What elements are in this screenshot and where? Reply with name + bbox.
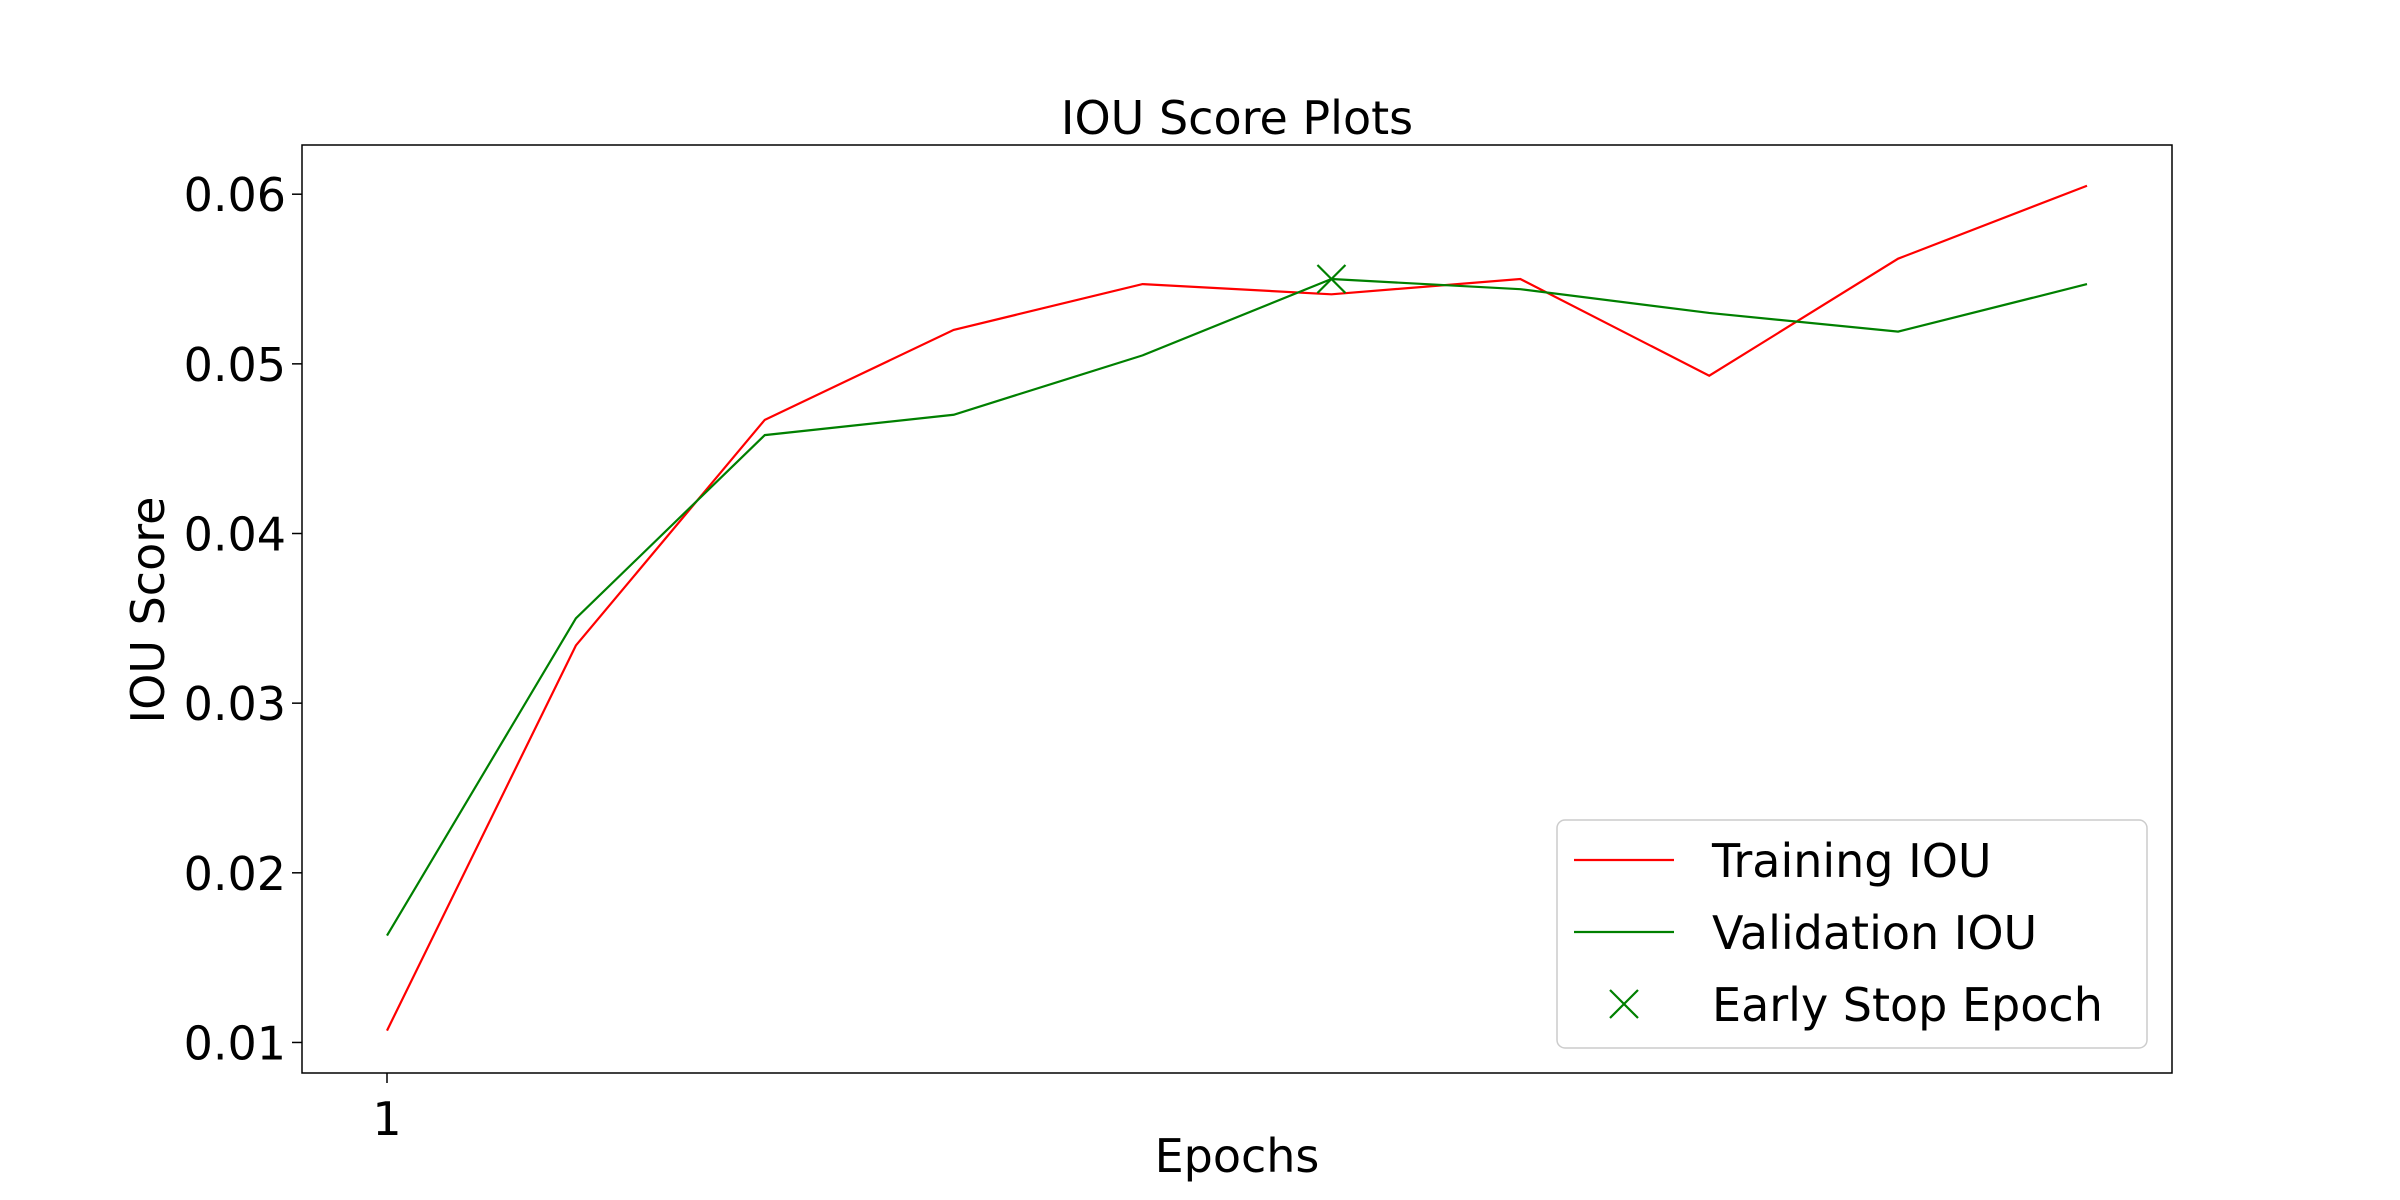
chart-title: IOU Score Plots: [1061, 91, 1413, 145]
y-tick-label: 0.02: [184, 847, 286, 901]
validation-iou-line: [386, 277, 2088, 937]
y-tick-label: 0.05: [184, 338, 286, 392]
y-tick-label: 0.03: [184, 677, 286, 731]
y-axis-title: IOU Score: [121, 497, 175, 724]
y-tick-label: 0.04: [184, 508, 286, 562]
plot-frame: [301, 144, 2173, 1074]
x-tick-label: 1: [372, 1092, 401, 1146]
legend-label: Training IOU: [1711, 834, 1992, 888]
legend: Training IOU Validation IOU Early Stop Epo…: [1556, 819, 2148, 1049]
early-stop-marker: [1316, 264, 1347, 294]
x-axis-title: Epochs: [1155, 1129, 1320, 1183]
legend-label: Early Stop Epoch: [1712, 978, 2103, 1032]
y-tick-label: 0.06: [184, 168, 286, 222]
plot-area: 0.01 0.02 0.03 0.04 0.05 0.06 1: [184, 144, 2173, 1146]
legend-marker-handle: [1609, 989, 1639, 1019]
legend-label: Validation IOU: [1712, 906, 2037, 960]
training-iou-line: [386, 184, 2088, 1032]
early-stop-marker-stroke: [1316, 264, 1347, 294]
legend-box: [1556, 819, 2148, 1049]
y-tick-label: 0.01: [184, 1016, 286, 1070]
